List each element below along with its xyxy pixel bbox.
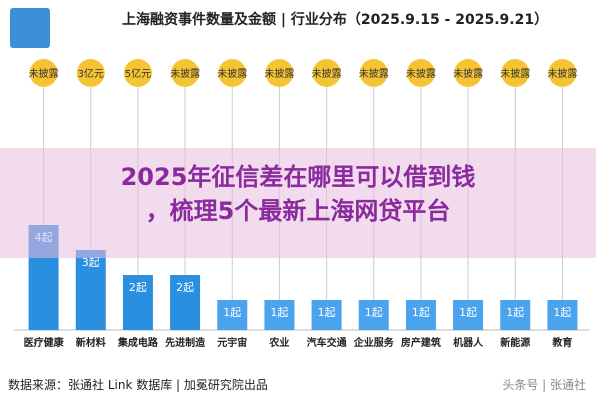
amount-circle [123,59,152,87]
category-label: 新能源 [500,336,530,349]
amount-circle [548,59,577,87]
amount-circle [76,59,105,87]
overlay-line-1: 2025年征信差在哪里可以借到钱 [120,163,476,191]
category-label: 教育 [551,336,572,349]
bar-value-label: 1起 [318,306,336,319]
category-label: 企业服务 [353,336,395,349]
bar [500,300,531,330]
bar-value-label: 1起 [365,306,383,319]
bar-value-label: 1起 [412,306,430,319]
amount-label: 未披露 [359,67,389,80]
amount-circle [218,59,247,87]
amount-circle [312,59,341,87]
bar [358,300,389,330]
bar [311,300,342,330]
bar [264,300,295,330]
amount-label: 未披露 [312,67,342,80]
bar [547,300,578,330]
overlay-headline: 2025年征信差在哪里可以借到钱 ，梳理5个最新上海网贷平台 [0,160,596,228]
amount-label: 未披露 [29,67,59,80]
bar-value-label: 1起 [459,306,477,319]
bar-value-label: 1起 [506,306,524,319]
bar-value-label: 1起 [553,306,571,319]
amount-label: 5亿元 [125,67,151,80]
amount-label: 未披露 [170,67,200,80]
category-label: 农业 [268,336,289,349]
data-source: 数据来源：张通社 Link 数据库 | 加冕研究院出品 [8,378,268,392]
bar [405,300,436,330]
bar [217,300,248,330]
bar-value-label: 1起 [270,306,288,319]
bar-value-label: 2起 [129,281,147,294]
category-label: 元宇宙 [217,336,247,349]
chart-title: 上海融资事件数量及金额 | 行业分布（2025.9.15 - 2025.9.21… [122,12,549,28]
amount-circle [501,59,530,87]
category-label: 汽车交通 [307,336,347,349]
category-label: 新材料 [76,336,106,349]
bar [75,250,106,330]
amount-label: 未披露 [453,67,483,80]
category-label: 医疗健康 [24,336,65,349]
bar-value-label: 1起 [223,306,241,319]
bar [170,275,201,330]
bar [453,300,484,330]
title-overlay [0,148,596,258]
amount-label: 未披露 [406,67,436,80]
bar [122,275,153,330]
category-label: 房产建筑 [401,336,441,349]
amount-circle [171,59,200,87]
amount-label: 3亿元 [78,67,104,80]
amount-circle [29,59,58,87]
amount-circle [454,59,483,87]
bar-value-label: 3起 [82,256,100,269]
amount-label: 未披露 [547,67,577,80]
bar-value-label: 2起 [176,281,194,294]
category-label: 机器人 [453,336,484,349]
logo-icon [10,8,50,48]
amount-label: 未披露 [500,67,530,80]
overlay-line-2: ，梳理5个最新上海网贷平台 [145,197,451,225]
amount-circle [359,59,388,87]
amount-label: 未披露 [264,67,294,80]
amount-circle [265,59,294,87]
watermark: 头条号 | 张通社 [502,378,586,392]
amount-label: 未披露 [217,67,247,80]
category-label: 先进制造 [165,336,206,349]
amount-circle [406,59,435,87]
category-label: 集成电路 [117,336,159,349]
